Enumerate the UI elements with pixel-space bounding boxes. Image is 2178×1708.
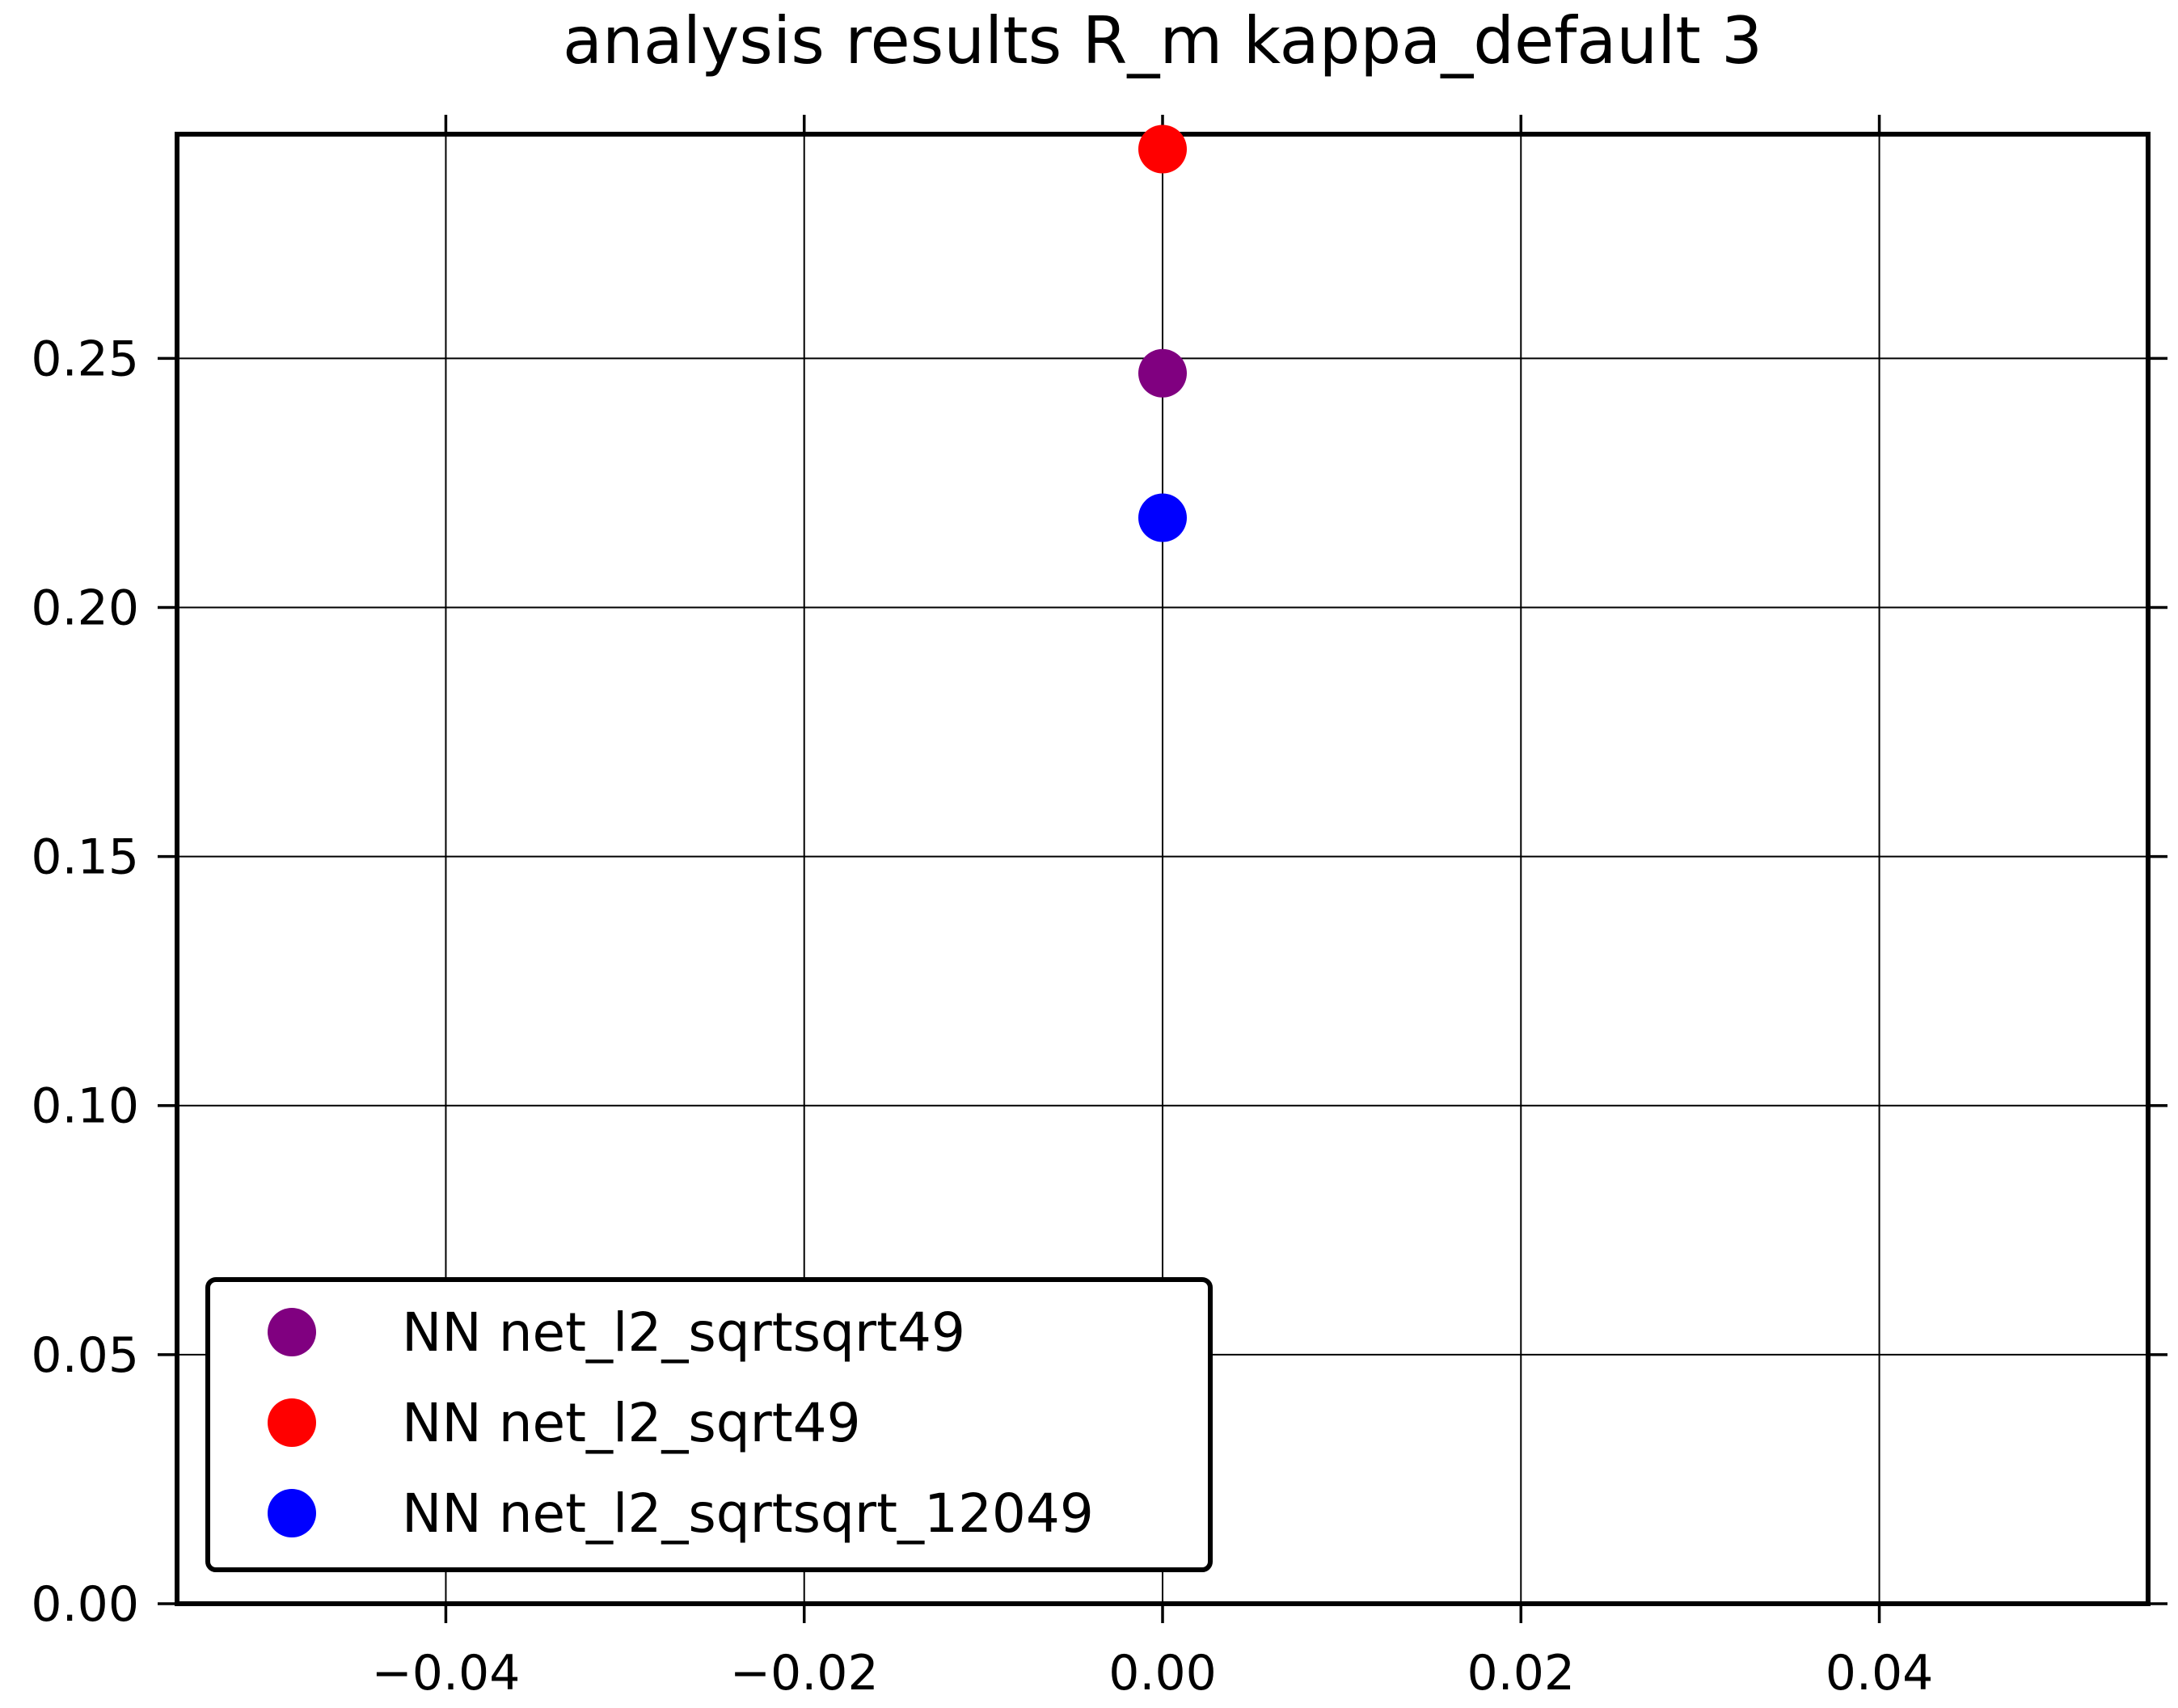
data-point [1138,124,1187,174]
legend-label: NN net_l2_sqrt49 [402,1392,861,1454]
y-tick-label: 0.15 [31,829,139,886]
x-tick-label: 0.04 [1826,1645,1934,1702]
data-point [1138,493,1187,542]
legend-marker [268,1489,316,1537]
legend-marker [268,1308,316,1356]
legend-box [205,1277,1213,1572]
y-tick-label: 0.05 [31,1327,139,1384]
legend-label: NN net_l2_sqrtsqrt_12049 [402,1482,1094,1545]
axis-ticks: −0.04 −0.02 0.00 0.02 0.04 0.00 0.05 0.10 0.15 0.… [31,115,2167,1702]
x-tick-label: −0.04 [372,1645,521,1702]
x-tick-label: 0.00 [1108,1645,1217,1702]
data-point [1138,348,1187,398]
y-tick-label: 0.00 [31,1576,139,1633]
chart-title: analysis results R_m kappa_default 3 [563,3,1762,78]
x-tick-label: −0.02 [730,1645,879,1702]
y-tick-label: 0.10 [31,1078,139,1135]
y-tick-label: 0.20 [31,580,139,636]
x-tick-label: 0.02 [1467,1645,1575,1702]
data-points [1138,124,1187,542]
legend-marker [268,1398,316,1447]
legend: NN net_l2_sqrtsqrt49 NN net_l2_sqrt49 NN n… [205,1277,1213,1572]
y-tick-label: 0.25 [31,331,139,387]
legend-label: NN net_l2_sqrtsqrt49 [402,1301,965,1364]
